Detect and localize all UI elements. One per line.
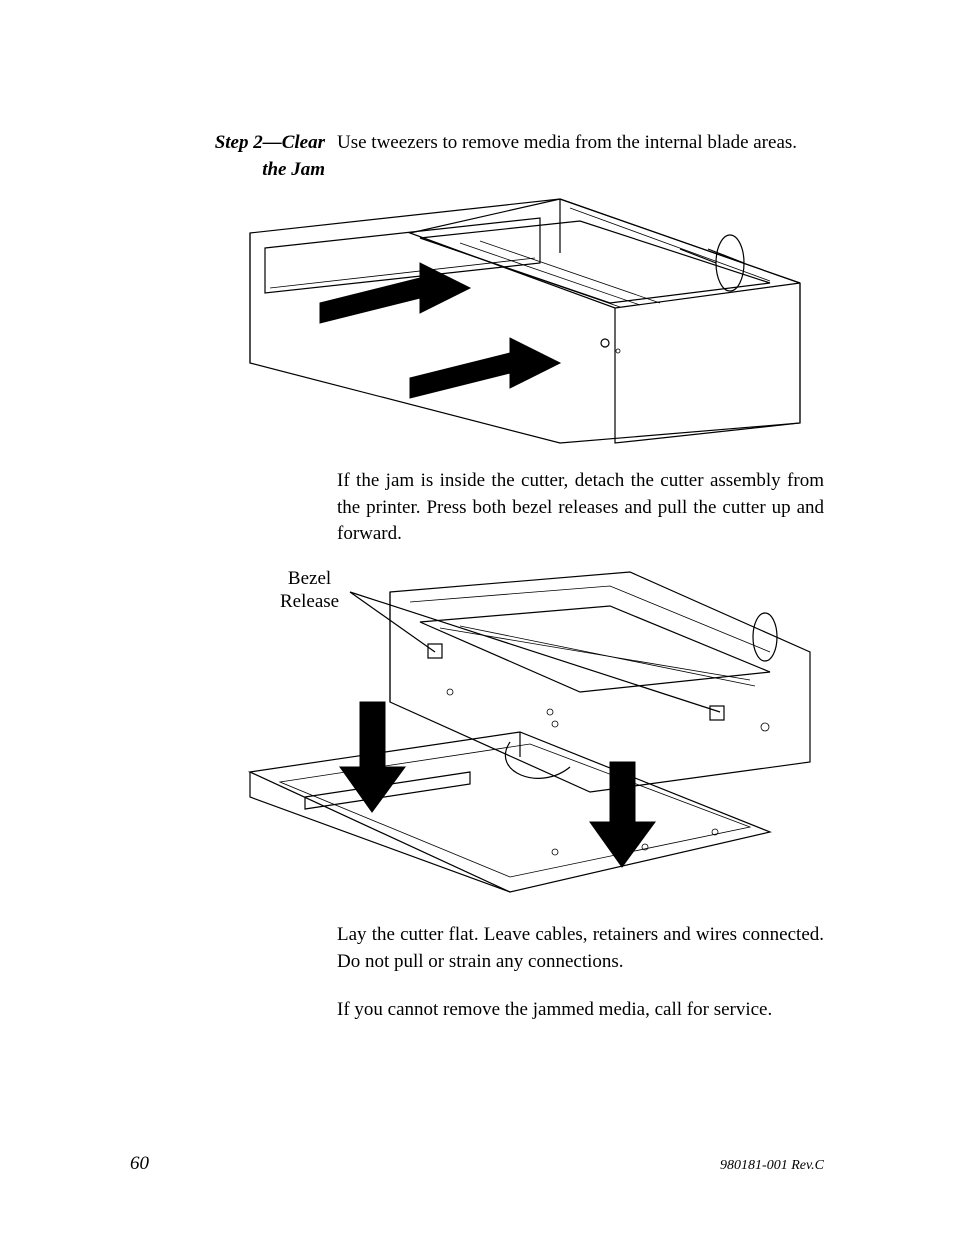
- paragraph-4: If you cannot remove the jammed media, c…: [337, 997, 824, 1024]
- figure-1-wrap: [210, 193, 810, 448]
- figure-2: [210, 562, 850, 902]
- printer-detached-cutter-illustration: [210, 562, 830, 902]
- figure-1: [210, 193, 810, 448]
- arrow-icon: [410, 338, 560, 398]
- page-footer: 60 980181-001 Rev.C: [130, 1153, 824, 1175]
- step-label: Step 2—Clear the Jam: [130, 130, 325, 183]
- step-label-line2: the Jam: [262, 159, 325, 180]
- step-heading-row: Step 2—Clear the Jam Use tweezers to rem…: [130, 130, 824, 183]
- step-label-line1: Step 2—Clear: [215, 132, 325, 153]
- figure-2-wrap: Bezel Release: [190, 562, 830, 902]
- arrow-icon: [320, 263, 470, 323]
- arrow-down-icon: [590, 762, 655, 867]
- paragraph-2: If the jam is inside the cutter, detach …: [337, 468, 824, 548]
- step-para-1: Use tweezers to remove media from the in…: [337, 130, 824, 157]
- page-number: 60: [130, 1153, 149, 1175]
- paragraph-3: Lay the cutter flat. Leave cables, retai…: [337, 922, 824, 975]
- printer-top-illustration: [210, 193, 810, 448]
- document-id: 980181-001 Rev.C: [720, 1158, 824, 1174]
